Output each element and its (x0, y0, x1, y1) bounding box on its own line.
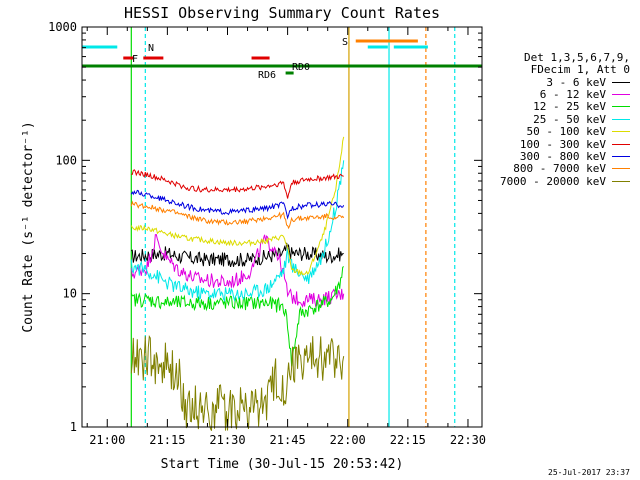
legend-label: 50 - 100 keV (526, 125, 606, 139)
legend-entry-6: 300 - 800 keV (494, 150, 640, 164)
legend-entry-5: 100 - 300 keV (494, 137, 640, 151)
series-line-2 (130, 266, 345, 367)
legend-swatch (612, 131, 630, 133)
legend-label: 300 - 800 keV (519, 150, 606, 164)
timestamp: 25-Jul-2017 23:37 (548, 468, 630, 477)
x-axis-label: Start Time (30-Jul-15 20:53:42) (161, 457, 404, 472)
flag-label-s: S (342, 37, 348, 48)
flag-label-f: F (132, 54, 138, 65)
y-axis: 1 10 100 1000 (48, 20, 482, 434)
legend-entry-0: 3 - 6 keV (494, 75, 640, 89)
plot-frame (81, 26, 483, 428)
legend-swatch (612, 168, 630, 170)
legend-header-2: FDecim 1, Att 0 (530, 63, 630, 76)
x-axis: 21:00 21:15 21:30 21:45 22:00 22:15 22:30 (86, 27, 486, 447)
series-line-1 (130, 234, 345, 309)
flag-bars (82, 39, 482, 75)
y-tick-label-3: 1000 (48, 20, 77, 34)
series-line-4 (130, 136, 345, 276)
x-tick-label-1: 21:15 (149, 433, 185, 447)
legend-label: 7000 - 20000 keV (500, 174, 606, 188)
x-tick-label-3: 21:45 (270, 433, 306, 447)
y-tick-label-0: 1 (70, 420, 77, 434)
x-tick-label-0: 21:00 (89, 433, 125, 447)
flag-label-rd6: RD6 (258, 70, 276, 81)
series-line-5 (131, 169, 344, 199)
legend-label: 100 - 300 keV (519, 137, 606, 151)
legend-label: 6 - 12 keV (539, 88, 606, 102)
legend-label: 25 - 50 keV (533, 112, 606, 126)
y-axis-label: Count Rate (s⁻¹ detector⁻¹) (21, 121, 36, 332)
legend-swatch (612, 156, 630, 158)
series-line-0 (131, 242, 344, 268)
legend-entry-4: 50 - 100 keV (494, 125, 640, 139)
vertical-markers (130, 27, 456, 427)
legend-entry-8: 7000 - 20000 keV (494, 174, 640, 188)
legend-entry-3: 25 - 50 keV (494, 112, 640, 126)
legend-label: 12 - 25 keV (533, 100, 606, 114)
x-tick-label-5: 22:15 (390, 433, 426, 447)
legend: Det 1,3,5,6,7,9, FDecim 1, Att 0 3 - 6 k… (494, 52, 640, 188)
series-line-3 (130, 160, 345, 303)
legend-label: 3 - 6 keV (546, 75, 606, 89)
legend-label: 800 - 7000 keV (513, 162, 606, 176)
series-line-6 (130, 189, 345, 220)
y-tick-label-1: 10 (63, 287, 77, 301)
legend-swatch (612, 143, 630, 145)
legend-swatch (612, 94, 630, 96)
legend-header-1: Det 1,3,5,6,7,9, (524, 51, 630, 64)
flag-label-rd0: RD0 (292, 62, 310, 73)
y-tick-label-2: 100 (55, 153, 77, 167)
legend-entry-1: 6 - 12 keV (494, 88, 640, 102)
legend-entry-2: 12 - 25 keV (494, 100, 640, 114)
x-tick-label-6: 22:30 (450, 433, 486, 447)
x-tick-label-2: 21:30 (209, 433, 245, 447)
flag-labels: NF S RD0 RD6 (132, 37, 348, 81)
legend-swatch (612, 81, 630, 83)
legend-swatch (612, 180, 630, 182)
series-line-8 (130, 335, 345, 431)
flag-label-n: N (148, 43, 154, 54)
legend-swatch (612, 118, 630, 120)
chart-title: HESSI Observing Summary Count Rates (124, 4, 440, 22)
legend-entry-7: 800 - 7000 keV (494, 162, 640, 176)
x-tick-label-4: 22:00 (330, 433, 366, 447)
legend-swatch (612, 106, 630, 108)
series-lines (130, 136, 345, 431)
series-line-7 (130, 200, 345, 230)
